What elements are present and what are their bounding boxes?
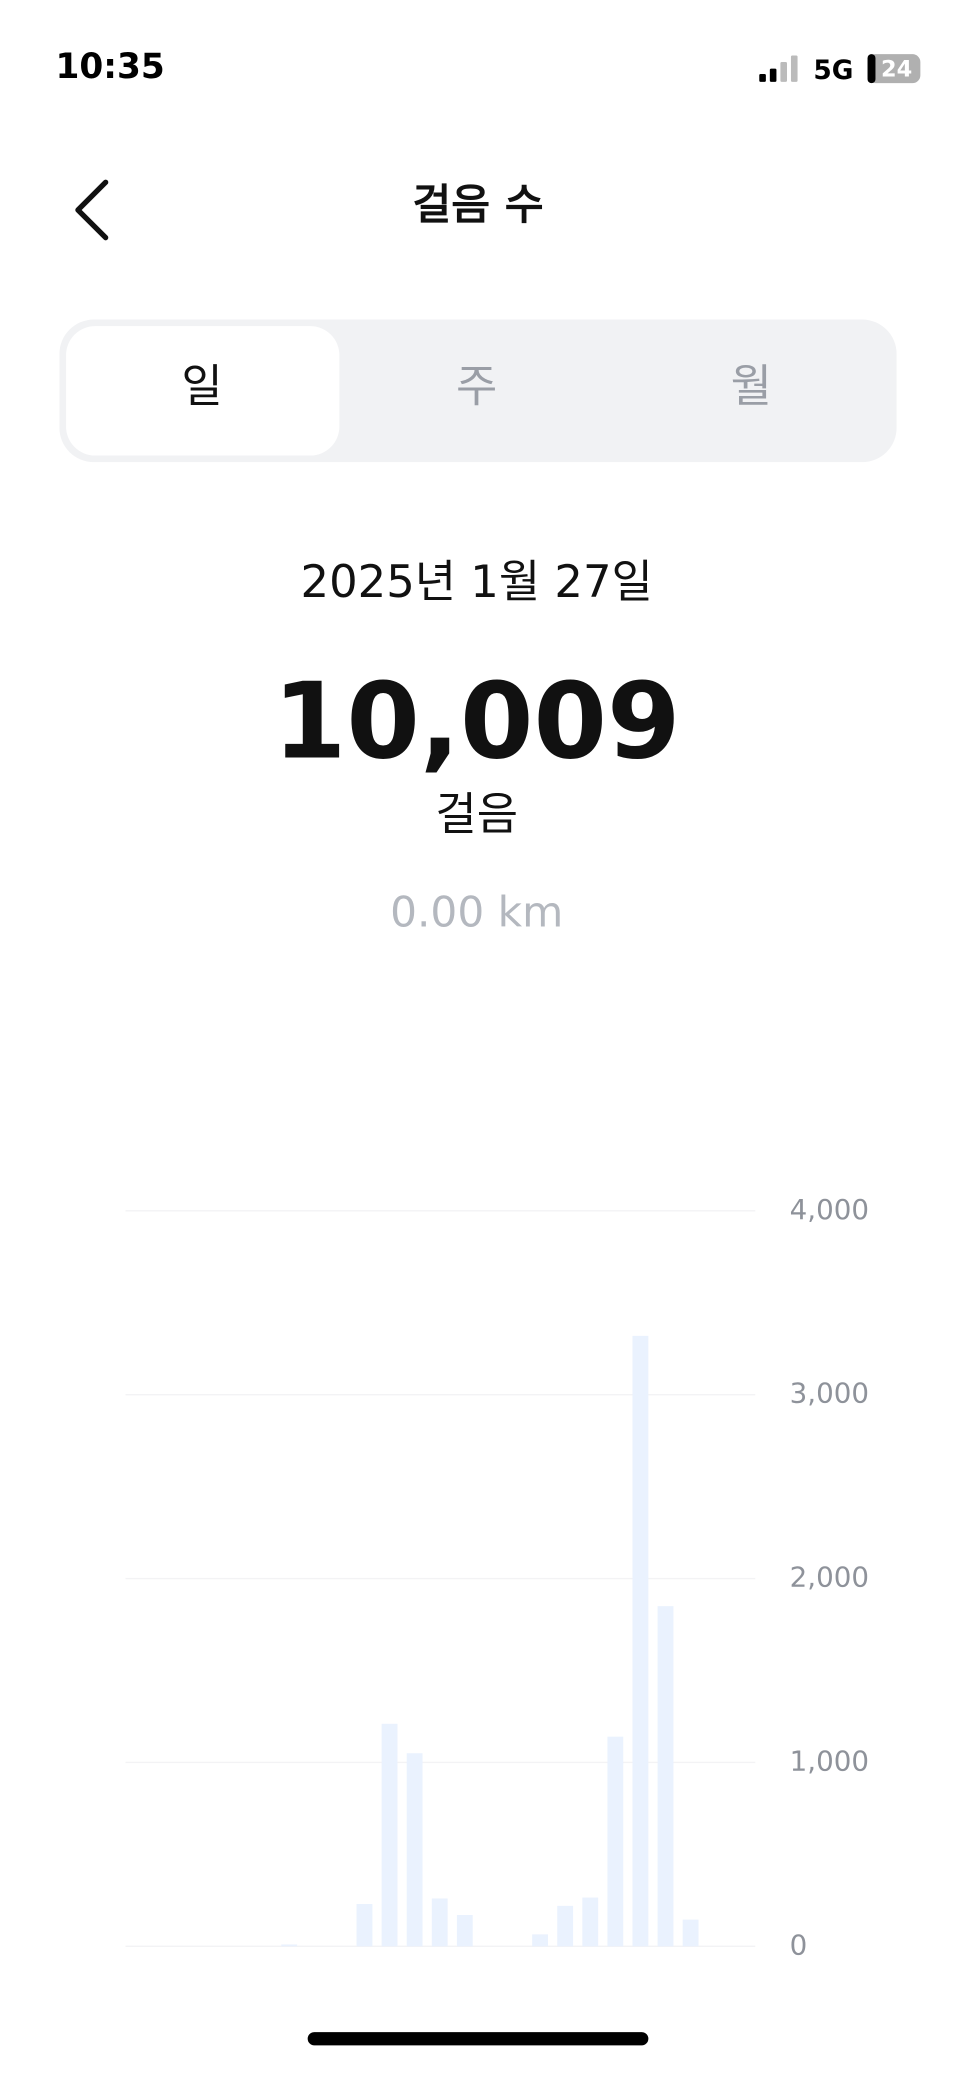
tab-selected — [66, 326, 340, 456]
battery-icon — [867, 54, 921, 84]
date-label: 2025년 1월 27일 — [301, 555, 653, 608]
back-button[interactable] — [75, 179, 109, 241]
y-tick-label: 1,000 — [790, 1744, 869, 1777]
bar — [607, 1736, 624, 1947]
tab[interactable]: 일 — [181, 360, 222, 413]
step-unit: 걸음 — [435, 787, 518, 840]
bar — [632, 1335, 649, 1947]
y-tick-label: 4,000 — [790, 1193, 869, 1226]
y-tick-label: 2,000 — [790, 1561, 869, 1594]
tab[interactable]: 월 — [731, 360, 772, 413]
status-time: 10:35 — [55, 47, 164, 87]
bar — [456, 1915, 473, 1947]
bar — [682, 1919, 699, 1947]
bar — [356, 1904, 373, 1947]
network-label: 5G — [813, 55, 853, 86]
signal-icon — [759, 55, 798, 82]
step-count: 10,009 — [273, 660, 681, 783]
bar — [381, 1723, 398, 1947]
bar — [582, 1897, 599, 1947]
battery-label: 24 — [881, 56, 912, 82]
y-tick-label: 0 — [790, 1928, 808, 1961]
tab[interactable]: 주 — [456, 360, 497, 413]
y-tick-label: 3,000 — [790, 1377, 869, 1410]
distance-label: 0.00 km — [390, 888, 563, 937]
battery-level — [867, 54, 876, 84]
bar — [406, 1753, 423, 1947]
bar — [281, 1944, 298, 1947]
bar — [532, 1934, 549, 1947]
bar — [657, 1606, 674, 1947]
bar — [557, 1905, 574, 1947]
header-title: 걸음 수 — [412, 180, 543, 229]
bar — [431, 1898, 448, 1947]
home-indicator — [307, 2032, 649, 2046]
